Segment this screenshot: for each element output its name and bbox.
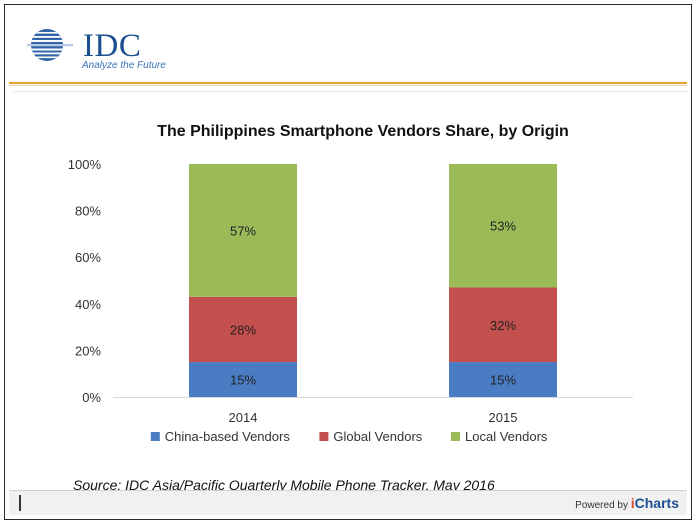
y-axis: 0% 20% 40% 60% 80% 100% xyxy=(68,157,633,405)
legend-swatch xyxy=(319,432,329,441)
chart-frame: IDC Analyze the Future The Philippines S… xyxy=(4,4,692,520)
legend-swatch xyxy=(451,432,460,441)
data-label: 15% xyxy=(490,373,516,388)
bar-segment xyxy=(449,164,557,288)
legend-swatch xyxy=(150,432,160,441)
globe-icon xyxy=(27,29,73,61)
chart-area: The Philippines Smartphone Vendors Share… xyxy=(13,91,687,501)
source-note: Source: IDC Asia/Pacific Quarterly Mobil… xyxy=(73,477,495,493)
stacked-bar-chart: The Philippines Smartphone Vendors Share… xyxy=(68,123,633,493)
footer-bar: Powered by iCharts xyxy=(9,490,687,515)
data-label: 57% xyxy=(230,223,256,238)
legend: China-based Vendors Global Vendors Local V… xyxy=(150,429,548,444)
bar-segment xyxy=(189,362,297,397)
x-tick-label: 2015 xyxy=(489,410,518,425)
y-tick-label: 0% xyxy=(82,390,101,405)
x-axis: 2014 2015 xyxy=(229,410,518,425)
x-tick-label: 2014 xyxy=(229,410,258,425)
bar-segment xyxy=(189,164,297,297)
bar-segment xyxy=(449,287,557,363)
y-tick-label: 60% xyxy=(75,250,101,265)
data-label: 53% xyxy=(490,219,516,234)
icharts-logo: iCharts xyxy=(631,495,679,511)
y-tick-label: 20% xyxy=(75,343,101,358)
logo-tagline: Analyze the Future xyxy=(82,60,166,71)
bar-segment xyxy=(449,362,557,397)
icharts-logo-i: i xyxy=(630,495,635,511)
data-label: 15% xyxy=(230,373,256,388)
icharts-logo-rest: Charts xyxy=(634,495,679,511)
logo-text: IDC xyxy=(83,28,142,64)
y-tick-label: 100% xyxy=(68,157,102,172)
bars: 15% 28% 57% 15% 32% 53% xyxy=(189,164,557,397)
legend-label: China-based Vendors xyxy=(165,429,291,444)
legend-label: Local Vendors xyxy=(465,429,548,444)
header-divider xyxy=(9,82,687,84)
y-tick-label: 80% xyxy=(75,204,101,219)
header-divider-shadow xyxy=(9,85,687,86)
legend-label: Global Vendors xyxy=(333,429,422,444)
bar-segment xyxy=(189,296,297,363)
footer-divider xyxy=(19,495,21,511)
y-tick-label: 40% xyxy=(75,297,101,312)
chart-title: The Philippines Smartphone Vendors Share… xyxy=(157,123,569,140)
idc-logo: IDC Analyze the Future xyxy=(25,25,185,75)
powered-by-label: Powered by xyxy=(575,500,628,511)
data-label: 28% xyxy=(230,322,256,337)
data-label: 32% xyxy=(490,318,516,333)
powered-by[interactable]: Powered by iCharts xyxy=(575,495,679,514)
